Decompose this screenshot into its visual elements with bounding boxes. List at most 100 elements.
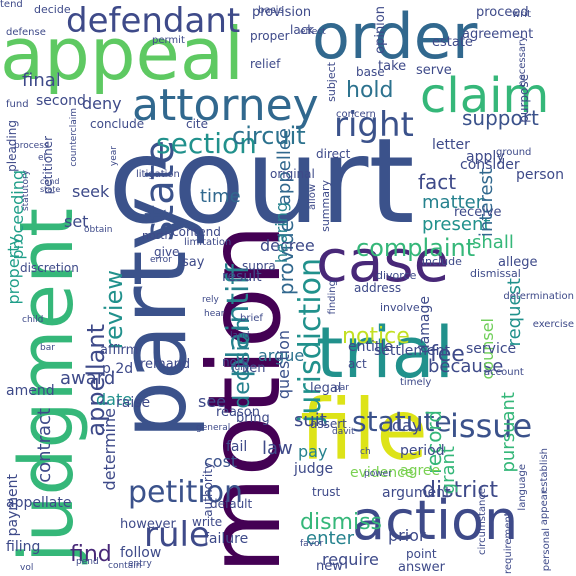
word-173: brief (240, 313, 263, 324)
word-9: attorney (132, 80, 319, 131)
word-20: statute (352, 405, 452, 438)
word-167: permit (152, 35, 185, 46)
word-87: amend (6, 383, 55, 399)
word-134: act (348, 357, 367, 371)
word-86: failure (204, 531, 249, 547)
word-108: serve (416, 63, 452, 78)
word-27: review (100, 270, 128, 350)
word-163: necessary (517, 36, 528, 87)
word-166: basis (258, 5, 284, 16)
word-195: tend (0, 0, 23, 10)
word-0: court (108, 112, 415, 250)
word-92: result (222, 269, 262, 285)
word-177: bar (40, 343, 55, 353)
word-160: circumstance (477, 488, 488, 555)
word-71: judge (294, 461, 334, 477)
word-130: dismissal (470, 267, 521, 280)
word-115: proper (250, 29, 290, 43)
word-175: rely (202, 295, 219, 305)
word-58: pursuant (498, 392, 519, 473)
word-107: estate (432, 35, 473, 50)
word-109: take (378, 59, 407, 74)
word-29: hold (346, 78, 394, 103)
word-125: contend (172, 225, 221, 239)
word-102: person (516, 167, 564, 183)
word-79: service (466, 341, 517, 357)
word-156: establish (539, 448, 550, 493)
word-65: pay (298, 442, 328, 461)
word-184: power (364, 469, 392, 479)
word-1: appeal (0, 12, 244, 96)
word-178: hear (204, 309, 225, 319)
word-38: present (422, 214, 491, 235)
word-24: circuit (232, 122, 306, 150)
word-104: opinion (373, 6, 388, 54)
word-161: requirement (503, 512, 514, 574)
word-19: petition (128, 475, 244, 510)
word-66: suit (294, 410, 327, 431)
word-2: order (312, 0, 478, 73)
word-36: fact (418, 170, 457, 194)
word-112: lack (290, 23, 315, 37)
word-131: address (354, 281, 402, 295)
word-116: decide (34, 3, 71, 16)
word-143: answer (398, 560, 445, 575)
word-101: apply (466, 149, 505, 165)
word-158: appear (539, 490, 550, 526)
word-185: par (334, 383, 349, 393)
word-22: complaint (356, 234, 476, 262)
word-118: conclude (90, 117, 145, 131)
word-186: favor (300, 539, 324, 549)
word-122: direct (316, 147, 351, 161)
word-151: concern (336, 109, 376, 120)
word-82: appellate (6, 495, 72, 511)
word-69: cost (204, 452, 238, 471)
word-43: enter (306, 528, 355, 549)
word-84: follow (120, 545, 162, 561)
word-164: writ (512, 9, 531, 20)
word-139: write (192, 515, 223, 529)
word-67: final (22, 70, 61, 91)
word-48: award (60, 368, 116, 389)
word-147: summary (319, 180, 332, 232)
word-57: contract (34, 408, 55, 483)
word-138: default (210, 497, 253, 511)
word-174: land (230, 331, 250, 341)
word-192: el (38, 153, 47, 163)
word-16: rule (144, 515, 210, 555)
word-149: allow (307, 184, 318, 210)
word-59: question (274, 330, 293, 400)
word-182: davit (332, 427, 355, 437)
word-93: reason (216, 405, 260, 420)
word-33: district (422, 478, 499, 503)
word-15: issue (450, 407, 533, 445)
word-80: damage (417, 296, 433, 354)
word-31: fee (430, 342, 465, 367)
word-98: allege (498, 255, 538, 270)
word-189: pend (76, 557, 99, 567)
word-21: section (156, 127, 257, 160)
word-10: claim (420, 68, 550, 124)
word-94: bring (236, 411, 270, 426)
word-111: relief (250, 57, 281, 71)
word-150: year (109, 146, 119, 167)
word-152: timely (400, 377, 432, 388)
word-83: filing (6, 539, 41, 555)
word-155: determination (503, 291, 574, 302)
word-170: counterclaim (69, 108, 79, 167)
word-97: receive (454, 205, 502, 220)
word-41: argue (258, 346, 305, 365)
word-12: defendant (66, 1, 241, 41)
word-64: see (198, 392, 227, 411)
word-180: error (150, 255, 172, 265)
word-193: cond (40, 177, 60, 186)
word-96: say (182, 255, 205, 270)
word-45: law (262, 438, 293, 459)
word-135: legal (310, 381, 342, 396)
word-40: decree (260, 236, 315, 255)
word-165: defense (6, 27, 46, 38)
word-30: support (462, 106, 539, 130)
word-39: shall (472, 232, 514, 253)
word-113: subject (325, 62, 338, 102)
